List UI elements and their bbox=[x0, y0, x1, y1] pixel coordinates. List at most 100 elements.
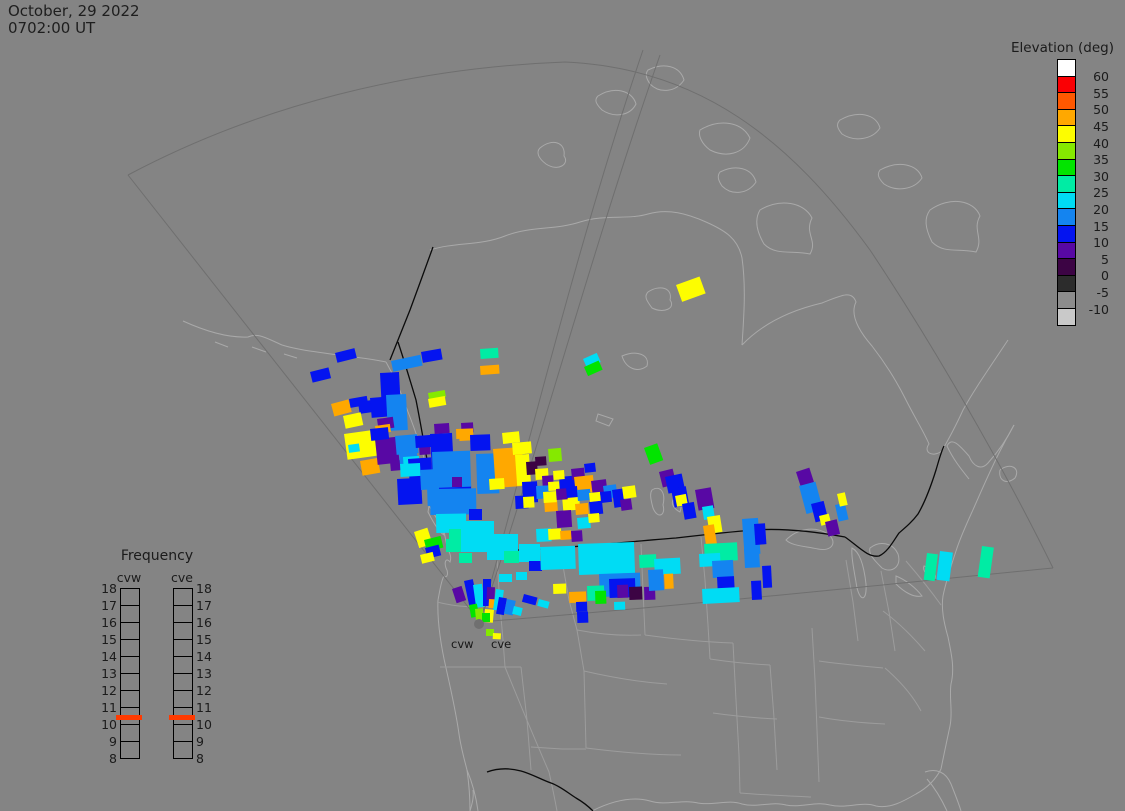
lakes-path bbox=[869, 542, 900, 571]
state-borders-path bbox=[882, 610, 926, 652]
lakes-path bbox=[895, 575, 923, 597]
frequency-tick-label: 17 bbox=[101, 598, 117, 613]
lakes-path bbox=[621, 352, 648, 370]
frequency-column-label-cvw: cvw bbox=[116, 570, 142, 585]
elevation-color-box bbox=[1057, 258, 1076, 276]
radar-fov-outline-path bbox=[479, 567, 1054, 623]
echo-cell bbox=[540, 545, 576, 570]
frequency-tick-label: 17 bbox=[196, 598, 212, 613]
echo-cell bbox=[456, 428, 474, 439]
frequency-column-label-cve: cve bbox=[171, 570, 193, 585]
elevation-tick-label: 45 bbox=[1093, 118, 1109, 134]
frequency-bar-cell bbox=[121, 640, 139, 657]
date-text: October, 29 2022 bbox=[8, 2, 140, 20]
frequency-tick-label: 11 bbox=[101, 700, 117, 715]
frequency-marker-cvw bbox=[116, 715, 142, 721]
lakes-path bbox=[650, 487, 665, 516]
echo-cell bbox=[548, 528, 562, 540]
echo-cell bbox=[526, 461, 538, 475]
elevation-tick-label: 25 bbox=[1093, 185, 1109, 201]
echo-cell bbox=[588, 513, 600, 523]
elevation-color-box bbox=[1057, 75, 1076, 94]
echo-cell bbox=[712, 559, 734, 578]
frequency-bar-cell bbox=[174, 640, 192, 657]
echo-cell bbox=[835, 502, 849, 522]
echo-cell bbox=[436, 513, 467, 533]
state-borders-path bbox=[530, 746, 586, 750]
frequency-tick-label: 14 bbox=[101, 649, 117, 664]
arctic-islands-path bbox=[645, 65, 685, 91]
elevation-color-box bbox=[1057, 241, 1076, 260]
arctic-islands-path bbox=[741, 294, 1009, 455]
coastline-path bbox=[940, 424, 1015, 770]
radar-origin-marker bbox=[474, 619, 484, 629]
frequency-tick-label: 18 bbox=[196, 581, 212, 596]
arctic-islands-path bbox=[717, 167, 757, 193]
echo-cell bbox=[452, 477, 462, 487]
echo-cell bbox=[395, 434, 419, 455]
state-borders-path bbox=[520, 666, 532, 771]
echo-cell bbox=[434, 422, 450, 434]
frequency-bar-cell bbox=[121, 691, 139, 708]
echo-cell bbox=[496, 597, 507, 616]
frequency-bar-cell bbox=[174, 657, 192, 674]
echo-cell bbox=[754, 523, 767, 545]
echo-cell bbox=[310, 367, 332, 383]
echo-cell bbox=[475, 608, 485, 622]
echo-cell bbox=[523, 496, 535, 508]
frequency-bar-cell bbox=[174, 623, 192, 640]
frequency-bar-cve bbox=[173, 588, 193, 759]
elevation-color-box bbox=[1057, 108, 1076, 127]
echo-cell bbox=[702, 587, 740, 604]
echo-cell bbox=[461, 529, 487, 552]
echo-cell bbox=[620, 498, 633, 511]
elevation-tick-label: 60 bbox=[1093, 69, 1109, 85]
elevation-color-box bbox=[1057, 125, 1076, 143]
echo-cell bbox=[521, 594, 538, 606]
echo-cell bbox=[391, 354, 423, 372]
echo-cell bbox=[622, 485, 637, 499]
frequency-tick-label: 10 bbox=[101, 717, 117, 732]
arctic-islands-path bbox=[756, 202, 814, 255]
echo-cell bbox=[360, 457, 381, 476]
state-borders-path bbox=[496, 557, 506, 668]
echo-cell bbox=[428, 396, 447, 408]
echo-cell bbox=[936, 551, 953, 582]
echo-cell bbox=[977, 546, 994, 579]
echo-cell bbox=[702, 505, 715, 520]
echo-cell bbox=[512, 606, 523, 616]
elevation-tick-label: 20 bbox=[1093, 201, 1109, 217]
frequency-tick-label: 13 bbox=[101, 666, 117, 681]
echo-cell bbox=[464, 579, 479, 606]
time-text: 0702:00 UT bbox=[8, 19, 96, 37]
echo-cell bbox=[589, 491, 601, 502]
echo-cell bbox=[516, 572, 527, 580]
echo-cell bbox=[569, 591, 587, 603]
timestamp: October, 29 2022 0702:00 UT bbox=[8, 3, 140, 37]
echo-cell bbox=[837, 492, 848, 507]
echo-cell bbox=[553, 470, 565, 480]
echo-cell bbox=[489, 477, 505, 490]
radar-site-label-cve: cve bbox=[491, 637, 512, 651]
echo-cell bbox=[577, 516, 591, 529]
elevation-tick-label: -10 bbox=[1088, 301, 1109, 317]
echo-cell bbox=[473, 583, 486, 608]
frequency-bar-cell bbox=[174, 589, 192, 606]
elevation-color-box bbox=[1057, 175, 1076, 193]
frequency-bar-cell bbox=[121, 657, 139, 674]
echo-cell bbox=[446, 539, 461, 552]
elevation-legend-title: Elevation (deg) bbox=[1011, 40, 1114, 56]
echo-cell bbox=[486, 629, 494, 636]
echo-cell bbox=[560, 530, 572, 540]
coastline-path bbox=[214, 341, 298, 359]
state-borders-path bbox=[644, 634, 734, 644]
echo-cell bbox=[470, 434, 491, 451]
elevation-tick-label: 10 bbox=[1093, 235, 1109, 251]
frequency-bar-cell bbox=[121, 589, 139, 606]
echo-cell bbox=[577, 488, 591, 501]
arctic-islands-path bbox=[429, 211, 745, 346]
echo-cell bbox=[397, 477, 423, 505]
echo-cell bbox=[499, 574, 512, 582]
coastline-path bbox=[466, 769, 479, 811]
